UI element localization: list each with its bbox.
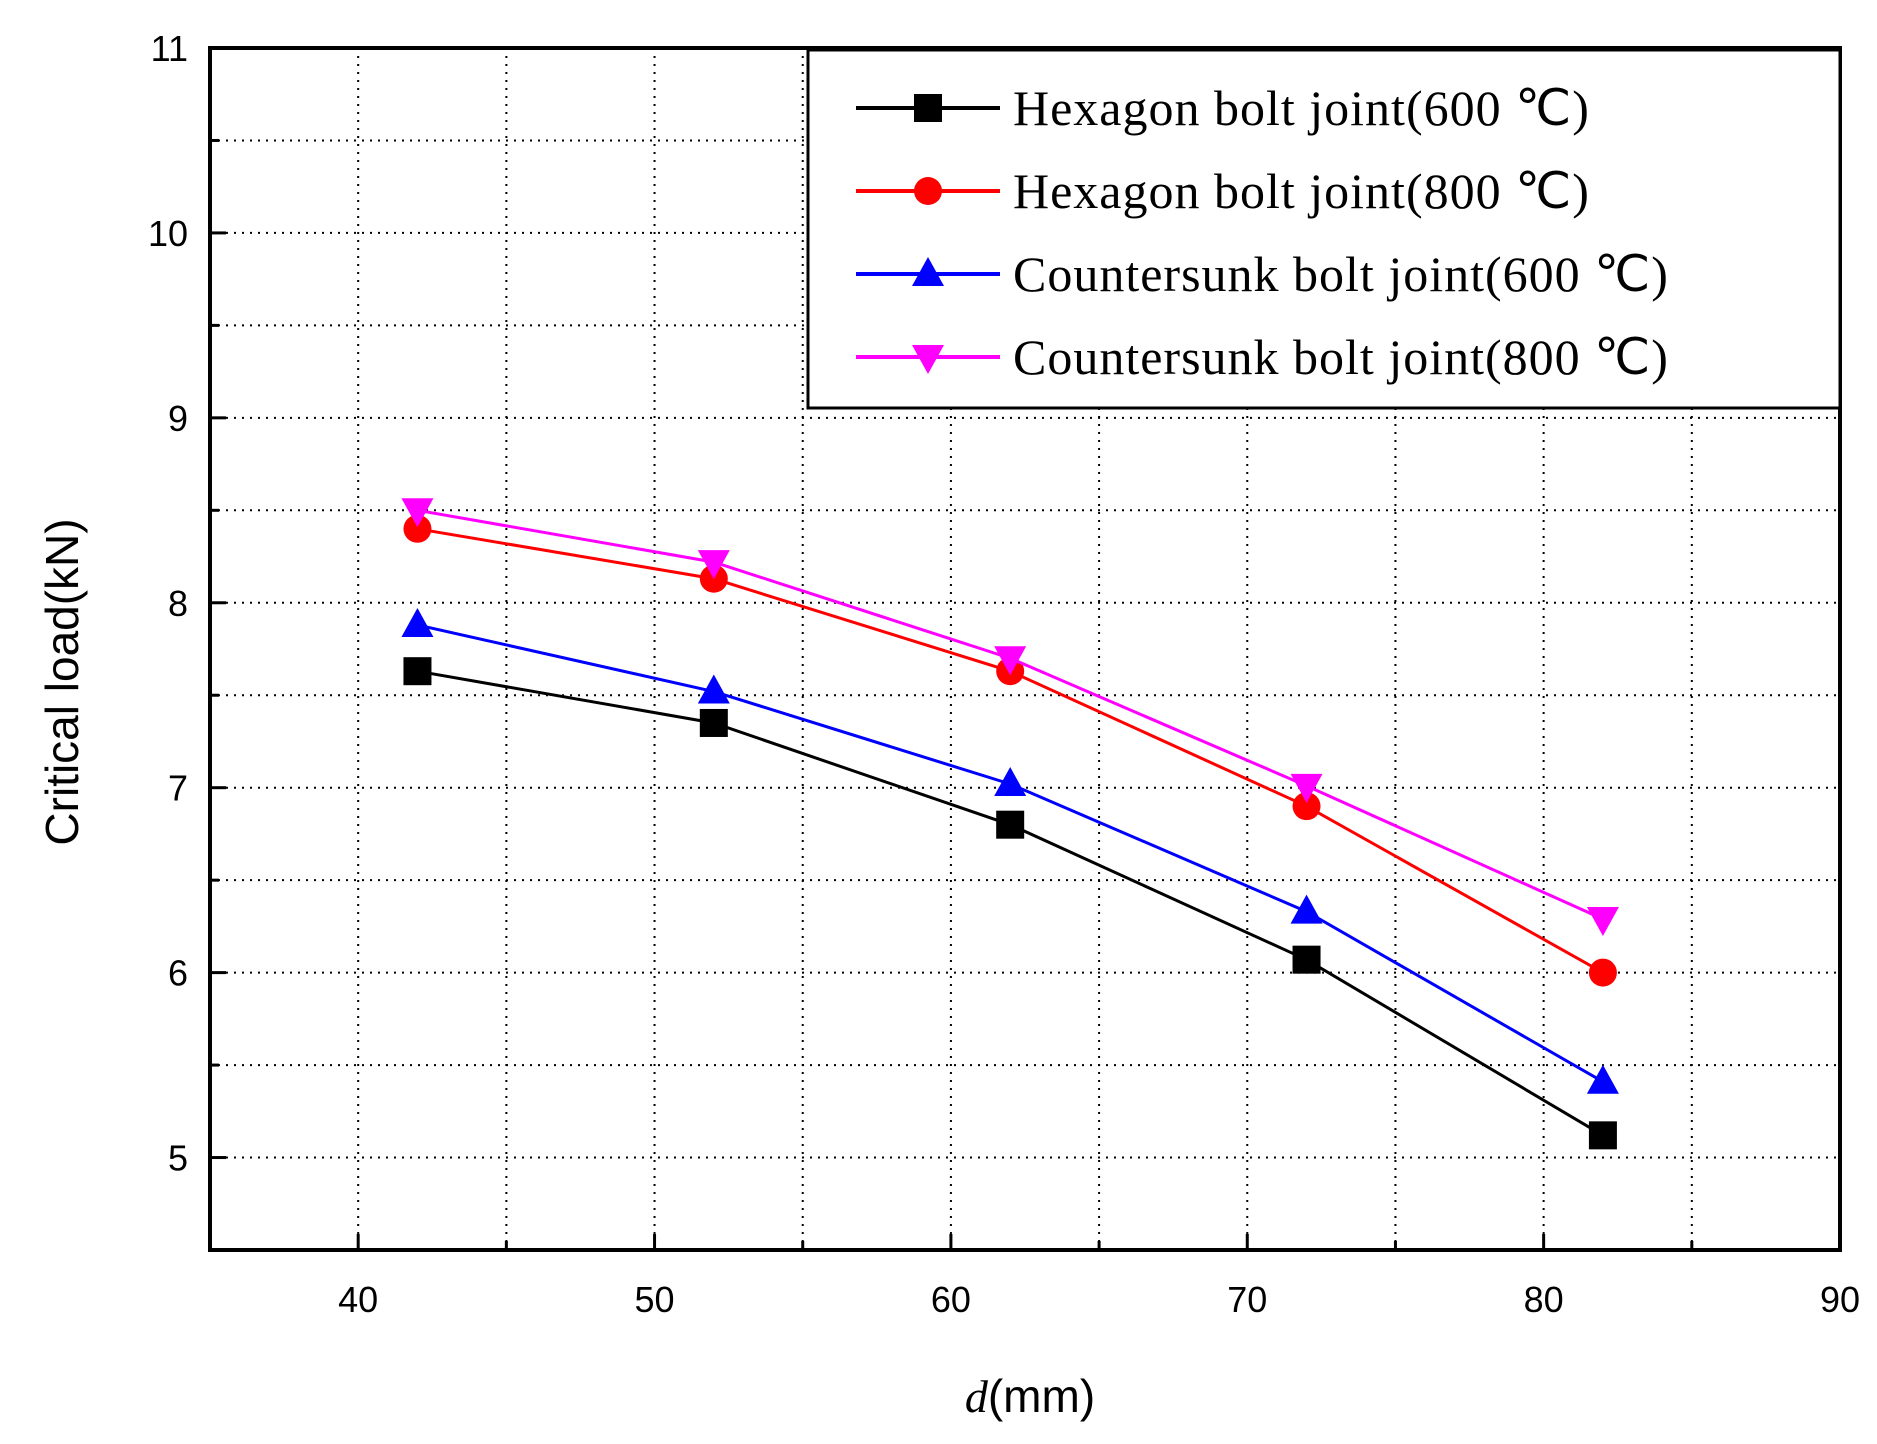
legend-entry: Hexagon bolt joint(800 ℃)	[856, 163, 1590, 219]
x-axis-title: d(mm)	[965, 1370, 1095, 1422]
series-4	[401, 498, 1619, 936]
data-point	[996, 810, 1025, 839]
y-tick-label: 9	[168, 398, 188, 439]
series-line	[417, 508, 1604, 921]
legend-entry: Countersunk bolt joint(600 ℃)	[856, 246, 1669, 302]
data-point	[697, 550, 730, 580]
legend-label: Countersunk bolt joint(600 ℃)	[1013, 246, 1669, 302]
legend-marker	[914, 177, 942, 205]
y-tick-label: 6	[168, 953, 188, 994]
data-point	[1586, 1064, 1619, 1094]
data-point	[1586, 906, 1619, 936]
x-tick-label: 40	[338, 1279, 378, 1320]
tick-layer: 40 50 60 70 80 90 5 6 7 8 9 10 11	[148, 28, 1860, 1320]
data-point	[1588, 958, 1617, 987]
plot-frame	[208, 46, 1842, 1252]
y-axis-title: Critical load(kN)	[36, 518, 88, 845]
series-2	[403, 514, 1617, 987]
legend-marker	[912, 345, 944, 374]
series-layer	[401, 498, 1619, 1150]
data-point	[401, 498, 434, 528]
x-tick-label: 60	[931, 1279, 971, 1320]
data-point	[994, 646, 1027, 676]
data-point	[403, 514, 432, 543]
data-point	[1290, 894, 1323, 924]
x-axis-unit: (mm)	[988, 1370, 1095, 1422]
legend-label: Hexagon bolt joint(800 ℃)	[1013, 163, 1590, 219]
data-point	[1292, 792, 1321, 821]
series-line	[417, 527, 1604, 974]
legend: Hexagon bolt joint(600 ℃) Hexagon bolt jo…	[806, 48, 1842, 410]
legend-marker	[912, 257, 944, 286]
series-1	[403, 657, 1617, 1150]
legend-label: Hexagon bolt joint(600 ℃)	[1013, 80, 1590, 136]
data-point	[1290, 773, 1323, 803]
data-point	[697, 674, 730, 704]
x-tick-label: 90	[1820, 1279, 1860, 1320]
legend-label: Countersunk bolt joint(800 ℃)	[1013, 329, 1669, 385]
y-tick-label: 8	[168, 583, 188, 624]
data-point	[401, 607, 434, 637]
data-point	[994, 766, 1027, 796]
legend-entry: Countersunk bolt joint(800 ℃)	[856, 329, 1669, 385]
y-tick-label: 10	[148, 213, 188, 254]
y-tick-label: 11	[151, 28, 188, 69]
x-tick-label: 70	[1227, 1279, 1267, 1320]
legend-entry: Hexagon bolt joint(600 ℃)	[856, 80, 1590, 136]
x-axis-variable: d	[965, 1371, 989, 1422]
x-tick-label: 80	[1524, 1279, 1564, 1320]
y-tick-label: 5	[168, 1138, 188, 1179]
x-tick-label: 50	[635, 1279, 675, 1320]
legend-marker	[914, 94, 942, 122]
data-point	[1292, 945, 1321, 974]
data-point	[403, 657, 432, 686]
y-tick-label: 7	[168, 768, 188, 809]
series-line	[417, 623, 1604, 1084]
data-point	[699, 708, 728, 737]
series-3	[401, 607, 1619, 1094]
data-point	[1588, 1121, 1617, 1150]
